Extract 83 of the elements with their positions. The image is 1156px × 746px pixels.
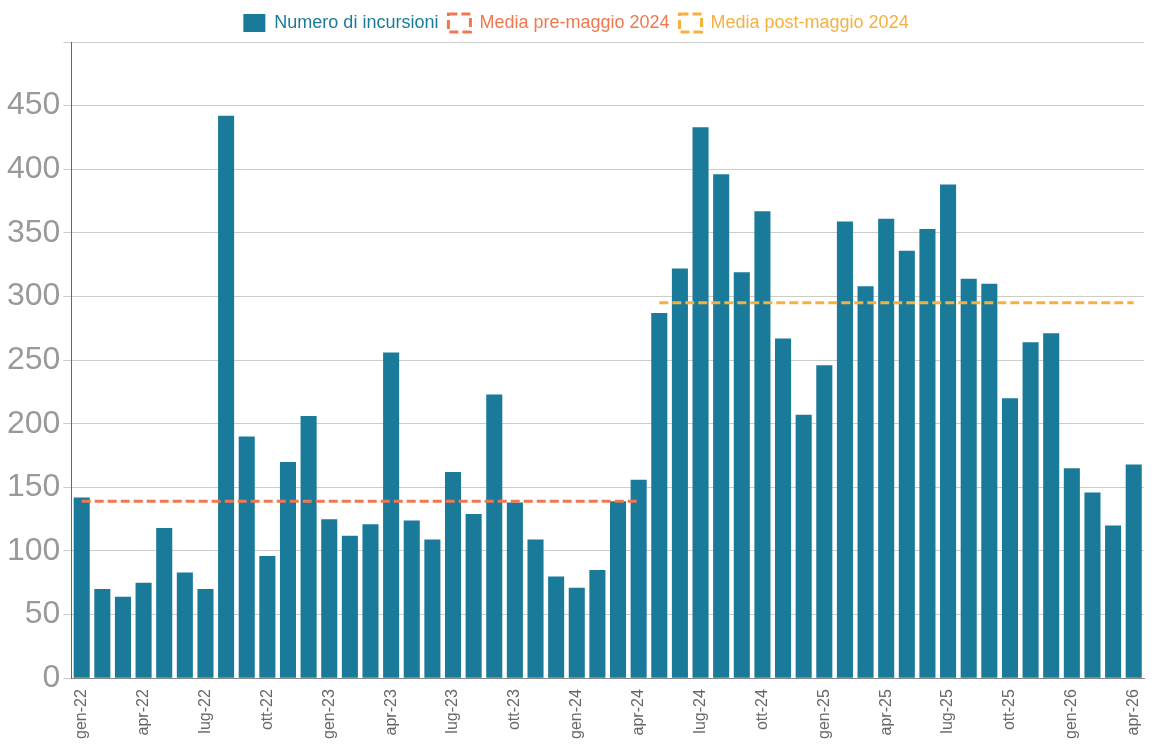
bar [238,436,255,678]
bar [671,268,688,678]
x-tick-label: gen-22 [72,689,90,740]
bar [341,535,358,678]
bar [527,539,544,678]
bar [197,589,214,678]
x-tick-label: lug-23 [443,689,461,734]
x-tick-label: apr-24 [629,689,647,736]
y-tick-label: 350 [7,212,61,249]
bar [73,497,90,678]
x-tick-label: apr-22 [133,689,151,736]
bar [589,570,606,678]
bar [775,338,792,678]
bar [960,278,977,678]
bar [1001,398,1018,678]
y-tick-label: 200 [7,403,61,440]
x-tick-label: ott-23 [505,689,523,731]
x-tick-label: gen-23 [319,689,337,740]
bar [486,394,503,678]
bar [548,576,565,678]
bar [1043,333,1060,678]
x-tick-label: gen-24 [567,689,585,740]
bar [156,528,173,678]
legend-label: Numero di incursioni [274,11,439,32]
bar [114,596,131,678]
y-tick-label: 50 [24,594,61,631]
bar [857,286,874,678]
bar [94,589,111,678]
x-tick-label: lug-24 [690,689,708,734]
y-tick-label: 150 [7,467,61,504]
bar [1063,468,1080,678]
bar [940,184,957,678]
bar [898,250,915,678]
x-tick-label: apr-25 [876,689,894,736]
y-tick-label: 450 [7,85,61,122]
bar [713,174,730,678]
bar [651,313,668,678]
bar [816,365,833,678]
x-tick-label: gen-26 [1062,689,1080,740]
bar [362,524,379,678]
bar [403,520,420,678]
bar [609,501,627,678]
y-tick-label: 100 [7,530,61,567]
x-tick-label: ott-22 [257,689,275,731]
y-tick-label: 250 [7,339,61,376]
y-tick-label: 400 [7,149,61,186]
bar [444,472,462,678]
bar [568,587,585,678]
bar [919,229,936,678]
x-tick-label: apr-26 [1124,689,1142,736]
bar [878,218,895,678]
bar [1105,525,1122,678]
bar [836,221,853,678]
bar [465,514,482,678]
legend-label: Media pre-maggio 2024 [479,11,670,32]
bar [981,283,998,678]
bar [1084,492,1101,678]
x-tick-label: ott-25 [1000,689,1018,731]
bar [176,572,193,678]
bar [279,461,297,678]
x-tick-label: lug-22 [195,689,213,734]
bar [300,416,317,678]
x-tick-label: gen-25 [814,689,832,740]
x-tick-label: apr-23 [381,689,399,736]
x-tick-label: ott-24 [752,689,770,731]
bar [630,479,647,678]
bar [1022,342,1039,678]
y-tick-label: 0 [42,658,61,695]
bar [1125,464,1142,678]
bar [321,519,338,678]
x-tick-label: lug-25 [938,689,956,734]
bar [795,414,812,678]
bar [259,556,276,678]
bar [424,539,441,678]
bar [692,127,709,678]
bar [733,272,750,678]
y-tick-label: 300 [7,276,61,313]
bar [754,211,771,678]
bar [218,115,235,678]
bar [383,352,400,678]
bar [506,502,523,678]
bar [135,582,152,678]
legend-label: Media post-maggio 2024 [710,11,909,32]
